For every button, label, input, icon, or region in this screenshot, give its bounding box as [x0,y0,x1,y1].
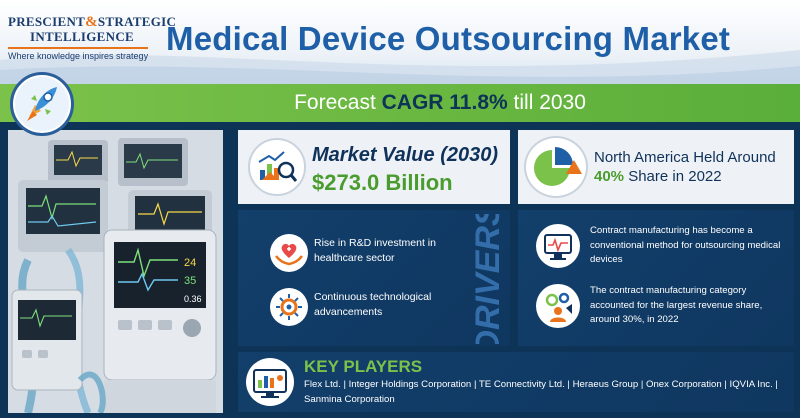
svg-text:24: 24 [184,257,196,269]
svg-text:35: 35 [184,275,196,287]
drivers-heading: DRIVERS [469,214,507,344]
logo-tagline: Where knowledge inspires strategy [8,51,149,61]
header-band: PRESCIENT&STRATEGIC INTELLIGENCE Where k… [0,0,800,84]
driver-text-1: Rise in R&D investment in healthcare sec… [314,237,436,264]
insight-text-1: Contract manufacturing has become a conv… [590,225,781,265]
svg-text:0.36: 0.36 [184,294,202,304]
heart-hands-icon [270,234,308,272]
region-share-value: 40% [594,168,625,185]
region-line1: North America Held Around [594,149,776,166]
market-value-card: Market Value (2030) $273.0 Billion [238,130,510,204]
page-title: Medical Device Outsourcing Market [166,20,731,57]
market-value-label: Market Value (2030) [312,144,499,166]
logo-ampersand: & [85,14,98,30]
cagr-banner: Forecast CAGR 11.8% till 2030 [0,84,800,122]
logo-word-intelligence: INTELLIGENCE [29,29,135,44]
monitor-device-icon [536,224,580,268]
cagr-suffix: till 2030 [507,91,586,114]
insights-card: Contract manufacturing has become a conv… [518,210,794,346]
region-share-card: North America Held Around 40% Share in 2… [518,130,794,204]
key-players-list: Flex Ltd. | Integer Holdings Corporation… [304,379,778,405]
cagr-text: Forecast CAGR 11.8% till 2030 [0,84,800,122]
pie-chart-icon [524,136,588,198]
circuit-gear-icon [270,288,308,326]
insight-text-2: The contract manufacturing category acco… [590,285,763,325]
drivers-heading-text: DRIVERS [469,214,507,344]
logo-divider [8,47,148,49]
key-players-icon [246,358,294,406]
cagr-prefix: Forecast [294,91,382,114]
market-chart-icon [248,138,306,196]
logo-word-prescient: PRESCIENT [8,14,86,29]
rocket-icon [10,72,74,136]
region-share-text: North America Held Around 40% Share in 2… [594,148,776,186]
key-players-heading: KEY PLAYERS [304,357,423,376]
gears-worker-icon [536,284,580,328]
header-swoosh [0,50,800,84]
driver-text-2: Continuous technological advancements [314,291,432,318]
medical-equipment-photo: 24 35 0.36 [8,130,223,413]
key-players-card: KEY PLAYERS Flex Ltd. | Integer Holdings… [238,352,794,412]
market-value-amount: $273.0 Billion [312,170,453,195]
drivers-card: Rise in R&D investment in healthcare sec… [238,210,510,346]
company-logo: PRESCIENT&STRATEGIC INTELLIGENCE Where k… [8,14,176,61]
cagr-highlight: CAGR 11.8% [381,91,508,114]
logo-word-strategic: STRATEGIC [97,14,177,29]
region-line2: Share in 2022 [624,168,722,185]
